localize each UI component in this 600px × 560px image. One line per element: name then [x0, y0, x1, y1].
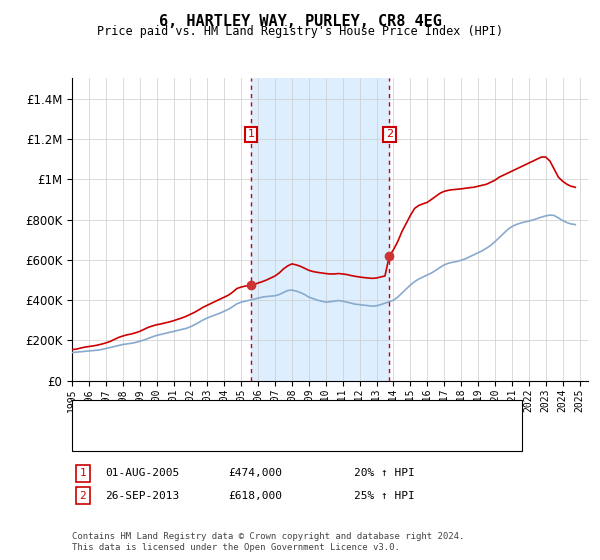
Text: HPI: Average price, detached house, Croydon: HPI: Average price, detached house, Croy… [129, 433, 419, 443]
Text: £618,000: £618,000 [228, 491, 282, 501]
Bar [251, 78, 389, 381]
Text: £474,000: £474,000 [228, 468, 282, 478]
Text: 26-SEP-2013: 26-SEP-2013 [105, 491, 179, 501]
Text: 6, HARTLEY WAY, PURLEY, CR8 4EG: 6, HARTLEY WAY, PURLEY, CR8 4EG [158, 14, 442, 29]
Text: 1: 1 [248, 129, 254, 139]
Text: 6, HARTLEY WAY, PURLEY, CR8 4EG (detached house): 6, HARTLEY WAY, PURLEY, CR8 4EG (detache… [129, 409, 453, 419]
Text: Price paid vs. HM Land Registry's House Price Index (HPI): Price paid vs. HM Land Registry's House … [97, 25, 503, 38]
Text: 1: 1 [79, 468, 86, 478]
Text: Contains HM Land Registry data © Crown copyright and database right 2024.
This d: Contains HM Land Registry data © Crown c… [72, 532, 464, 552]
Text: 2: 2 [386, 129, 393, 139]
Text: 2: 2 [79, 491, 86, 501]
Text: 25% ↑ HPI: 25% ↑ HPI [354, 491, 415, 501]
Text: 01-AUG-2005: 01-AUG-2005 [105, 468, 179, 478]
Text: 20% ↑ HPI: 20% ↑ HPI [354, 468, 415, 478]
